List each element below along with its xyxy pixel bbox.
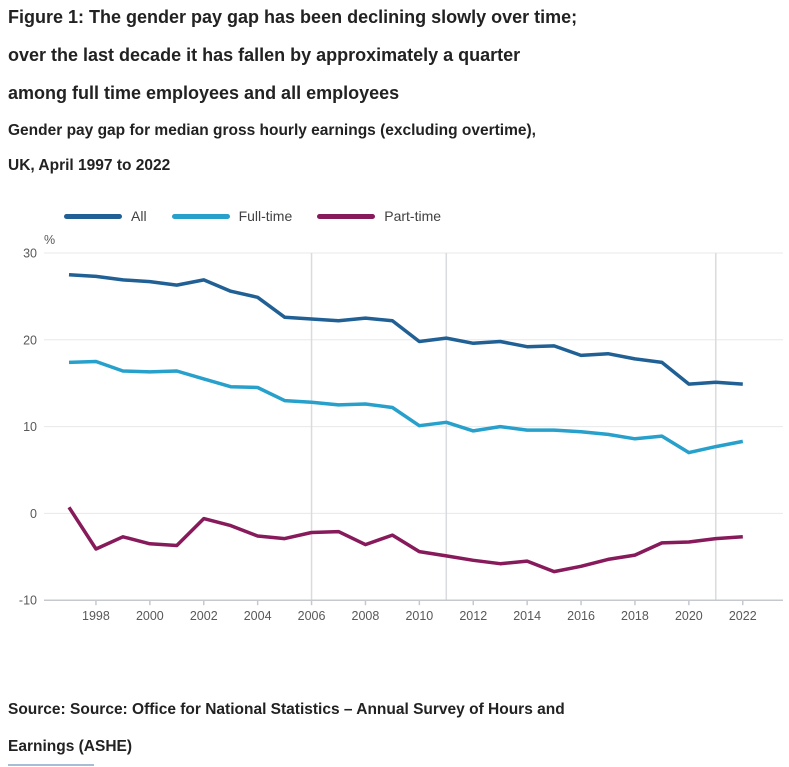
y-tick-label: 30 (23, 247, 37, 261)
x-tick-label: 2002 (190, 609, 218, 623)
figure-subtitle-line: UK, April 1997 to 2022 (8, 157, 171, 174)
legend-label: Part-time (384, 208, 442, 224)
x-tick-label: 2014 (513, 609, 541, 623)
legend-item-part-time: Part-time (317, 208, 441, 224)
cutoff-bottom-element (8, 764, 94, 766)
legend-line-swatch-part-time (317, 213, 376, 219)
x-tick-label: 2000 (136, 609, 164, 623)
source-note: Source: Source: Office for National Stat… (8, 691, 565, 765)
y-tick-label: -10 (19, 594, 37, 608)
line-part-time (67, 506, 743, 574)
x-tick-label: 2008 (352, 609, 380, 623)
x-tick-label: 2004 (244, 609, 272, 623)
figure-subtitle: Gender pay gap for median gross hourly e… (8, 113, 536, 183)
legend-item-all: All (64, 208, 147, 224)
figure-title-line: among full time employees and all employ… (8, 83, 400, 103)
chart-legend: All Full-time Part-time (64, 207, 441, 225)
legend-line-swatch-full-time (171, 213, 230, 219)
legend-line-swatch-all (64, 213, 122, 219)
x-tick-label: 2020 (675, 609, 703, 623)
legend-label: Full-time (238, 208, 293, 224)
line-all (68, 272, 743, 386)
figure-title: Figure 1: The gender pay gap has been de… (8, 0, 577, 112)
source-line: Source: Source: Office for National Stat… (8, 701, 565, 718)
x-tick-label: 2012 (459, 609, 487, 623)
legend-label: All (131, 208, 147, 224)
figure-subtitle-line: Gender pay gap for median gross hourly e… (8, 122, 536, 139)
x-tick-label: 2018 (621, 609, 649, 623)
y-tick-label: 0 (30, 507, 37, 521)
y-axis-unit-label: % (44, 233, 55, 247)
figure-title-line: Figure 1: The gender pay gap has been de… (8, 7, 578, 27)
x-tick-label: 2022 (729, 609, 757, 623)
x-tick-label: 2016 (567, 609, 595, 623)
y-tick-label: 20 (23, 333, 37, 347)
x-tick-label: 2010 (405, 609, 433, 623)
line-full-time (68, 359, 744, 455)
x-tick-label: 1998 (82, 609, 110, 623)
x-tick-label: 2006 (298, 609, 326, 623)
source-line: Earnings (ASHE) (8, 738, 133, 755)
legend-item-full-time: Full-time (171, 208, 293, 224)
figure-title-line: over the last decade it has fallen by ap… (8, 45, 521, 65)
line-chart: 30 20 10 0 -10% 1998 2000 2002 2004 2006 2008 2010 2… (0, 228, 789, 632)
y-tick-label: 10 (23, 420, 37, 434)
